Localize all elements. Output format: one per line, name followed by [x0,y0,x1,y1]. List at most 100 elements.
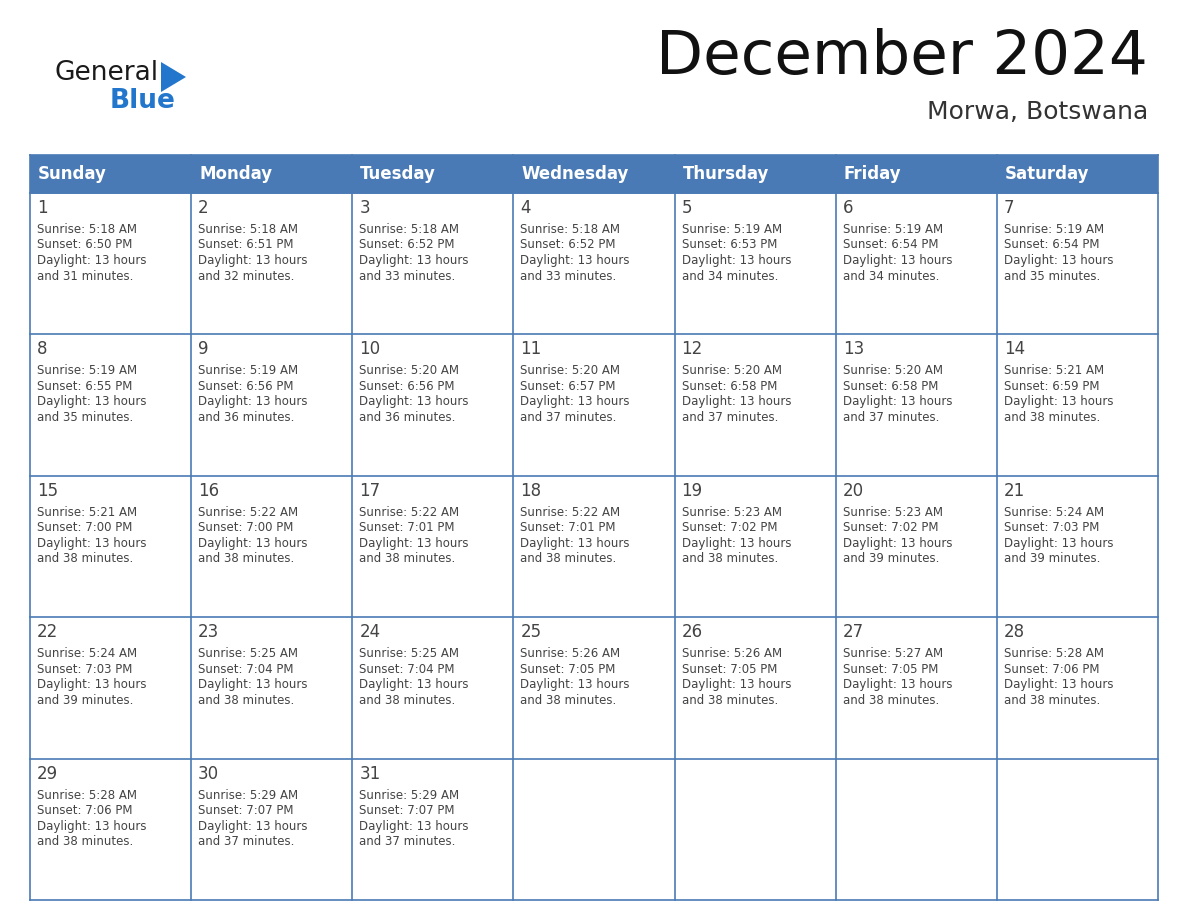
Text: Sunrise: 5:29 AM: Sunrise: 5:29 AM [198,789,298,801]
Text: Sunset: 6:56 PM: Sunset: 6:56 PM [359,380,455,393]
Text: Sunset: 6:53 PM: Sunset: 6:53 PM [682,239,777,252]
Text: 20: 20 [842,482,864,499]
Text: and 37 minutes.: and 37 minutes. [682,411,778,424]
Text: and 37 minutes.: and 37 minutes. [359,835,456,848]
Text: Daylight: 13 hours: Daylight: 13 hours [198,820,308,833]
Text: Sunrise: 5:23 AM: Sunrise: 5:23 AM [682,506,782,519]
Text: Sunset: 7:05 PM: Sunset: 7:05 PM [520,663,615,676]
Text: and 38 minutes.: and 38 minutes. [1004,411,1100,424]
Text: and 36 minutes.: and 36 minutes. [198,411,295,424]
Text: Daylight: 13 hours: Daylight: 13 hours [842,678,953,691]
Text: Sunset: 7:05 PM: Sunset: 7:05 PM [842,663,939,676]
Text: and 37 minutes.: and 37 minutes. [198,835,295,848]
Text: Daylight: 13 hours: Daylight: 13 hours [37,396,146,409]
Text: Sunrise: 5:20 AM: Sunrise: 5:20 AM [842,364,943,377]
Text: Daylight: 13 hours: Daylight: 13 hours [359,678,469,691]
Text: 21: 21 [1004,482,1025,499]
Text: Sunrise: 5:21 AM: Sunrise: 5:21 AM [37,506,137,519]
Text: Daylight: 13 hours: Daylight: 13 hours [359,820,469,833]
Text: and 35 minutes.: and 35 minutes. [1004,270,1100,283]
Text: and 34 minutes.: and 34 minutes. [842,270,939,283]
Text: and 34 minutes.: and 34 minutes. [682,270,778,283]
Text: Sunset: 6:55 PM: Sunset: 6:55 PM [37,380,132,393]
Polygon shape [162,62,187,92]
Text: and 38 minutes.: and 38 minutes. [198,694,295,707]
Text: Wednesday: Wednesday [522,165,628,183]
Text: Sunset: 7:01 PM: Sunset: 7:01 PM [359,521,455,534]
Text: 23: 23 [198,623,220,641]
Text: Sunset: 7:02 PM: Sunset: 7:02 PM [842,521,939,534]
Text: 27: 27 [842,623,864,641]
Text: Sunrise: 5:25 AM: Sunrise: 5:25 AM [198,647,298,660]
Text: Daylight: 13 hours: Daylight: 13 hours [198,396,308,409]
Text: Sunrise: 5:23 AM: Sunrise: 5:23 AM [842,506,943,519]
Text: 30: 30 [198,765,220,783]
Text: 8: 8 [37,341,48,358]
Text: and 33 minutes.: and 33 minutes. [520,270,617,283]
Text: Sunset: 7:05 PM: Sunset: 7:05 PM [682,663,777,676]
Text: and 38 minutes.: and 38 minutes. [359,694,455,707]
Text: Daylight: 13 hours: Daylight: 13 hours [198,254,308,267]
Text: Daylight: 13 hours: Daylight: 13 hours [1004,254,1113,267]
Text: Sunrise: 5:19 AM: Sunrise: 5:19 AM [842,223,943,236]
Text: Daylight: 13 hours: Daylight: 13 hours [682,396,791,409]
Text: Daylight: 13 hours: Daylight: 13 hours [1004,537,1113,550]
Text: Sunrise: 5:19 AM: Sunrise: 5:19 AM [37,364,137,377]
Text: Sunset: 6:58 PM: Sunset: 6:58 PM [682,380,777,393]
Text: Sunrise: 5:18 AM: Sunrise: 5:18 AM [520,223,620,236]
Text: and 39 minutes.: and 39 minutes. [842,553,939,565]
Text: Sunset: 7:02 PM: Sunset: 7:02 PM [682,521,777,534]
Text: Tuesday: Tuesday [360,165,436,183]
Text: General: General [55,60,159,86]
Text: Sunrise: 5:25 AM: Sunrise: 5:25 AM [359,647,460,660]
Text: and 31 minutes.: and 31 minutes. [37,270,133,283]
Text: 24: 24 [359,623,380,641]
Text: Daylight: 13 hours: Daylight: 13 hours [520,678,630,691]
Text: Sunset: 6:59 PM: Sunset: 6:59 PM [1004,380,1099,393]
Text: Sunrise: 5:20 AM: Sunrise: 5:20 AM [359,364,460,377]
Text: 29: 29 [37,765,58,783]
Text: and 38 minutes.: and 38 minutes. [37,835,133,848]
Text: 1: 1 [37,199,48,217]
Text: 22: 22 [37,623,58,641]
Text: Daylight: 13 hours: Daylight: 13 hours [1004,678,1113,691]
Text: 26: 26 [682,623,702,641]
Text: Sunset: 6:57 PM: Sunset: 6:57 PM [520,380,615,393]
Text: 10: 10 [359,341,380,358]
Text: Sunset: 6:54 PM: Sunset: 6:54 PM [842,239,939,252]
Text: Sunset: 6:50 PM: Sunset: 6:50 PM [37,239,132,252]
Text: 28: 28 [1004,623,1025,641]
Text: and 33 minutes.: and 33 minutes. [359,270,455,283]
Text: and 32 minutes.: and 32 minutes. [198,270,295,283]
Text: and 38 minutes.: and 38 minutes. [520,694,617,707]
Text: 11: 11 [520,341,542,358]
Text: Sunset: 6:58 PM: Sunset: 6:58 PM [842,380,939,393]
Text: Daylight: 13 hours: Daylight: 13 hours [682,254,791,267]
Text: Sunset: 6:52 PM: Sunset: 6:52 PM [520,239,615,252]
Text: and 38 minutes.: and 38 minutes. [1004,694,1100,707]
Text: 9: 9 [198,341,209,358]
Text: Sunrise: 5:19 AM: Sunrise: 5:19 AM [1004,223,1104,236]
Text: Daylight: 13 hours: Daylight: 13 hours [682,537,791,550]
Text: Daylight: 13 hours: Daylight: 13 hours [1004,396,1113,409]
Text: Sunset: 7:04 PM: Sunset: 7:04 PM [198,663,293,676]
Text: Monday: Monday [200,165,272,183]
Text: Sunset: 7:01 PM: Sunset: 7:01 PM [520,521,615,534]
Text: Sunrise: 5:28 AM: Sunrise: 5:28 AM [1004,647,1104,660]
Text: Sunset: 6:56 PM: Sunset: 6:56 PM [198,380,293,393]
Text: and 37 minutes.: and 37 minutes. [842,411,939,424]
Text: Morwa, Botswana: Morwa, Botswana [927,100,1148,124]
Text: 17: 17 [359,482,380,499]
Bar [30,155,1158,193]
Text: Daylight: 13 hours: Daylight: 13 hours [359,537,469,550]
Text: Sunrise: 5:24 AM: Sunrise: 5:24 AM [37,647,137,660]
Text: Friday: Friday [843,165,902,183]
Text: Sunrise: 5:28 AM: Sunrise: 5:28 AM [37,789,137,801]
Text: Sunrise: 5:18 AM: Sunrise: 5:18 AM [359,223,460,236]
Text: Daylight: 13 hours: Daylight: 13 hours [682,678,791,691]
Text: Daylight: 13 hours: Daylight: 13 hours [359,254,469,267]
Text: 12: 12 [682,341,703,358]
Text: and 37 minutes.: and 37 minutes. [520,411,617,424]
Text: Sunset: 6:52 PM: Sunset: 6:52 PM [359,239,455,252]
Text: 3: 3 [359,199,369,217]
